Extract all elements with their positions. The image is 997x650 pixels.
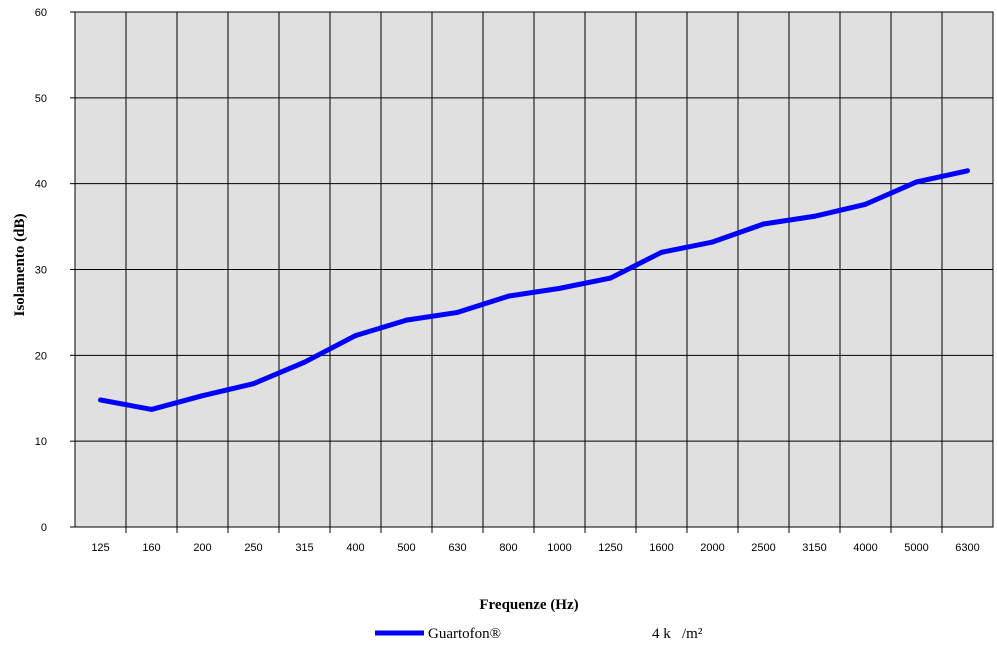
x-tick-label: 315 <box>295 542 313 554</box>
x-tick-label: 200 <box>193 542 211 554</box>
x-tick-label: 250 <box>244 542 262 554</box>
legend-series-name: Guartofon® <box>428 626 501 642</box>
x-tick-label: 125 <box>91 542 109 554</box>
y-tick-label: 10 <box>35 436 47 448</box>
data-point <box>98 397 103 403</box>
x-tick-label: 2000 <box>700 542 724 554</box>
x-tick-label: 160 <box>142 542 160 554</box>
y-tick-label: 40 <box>35 179 47 191</box>
data-point <box>506 293 511 299</box>
y-tick-label: 30 <box>35 265 47 277</box>
y-axis-title: Isolamento (dB) <box>12 214 28 317</box>
data-point <box>353 333 358 339</box>
y-tick-label: 50 <box>35 93 47 105</box>
y-tick-label: 60 <box>35 7 47 19</box>
horizontal-gridlines <box>75 97 993 442</box>
x-tick-label: 500 <box>397 542 415 554</box>
data-point <box>863 201 868 207</box>
x-tick-label: 3150 <box>802 542 826 554</box>
legend-series-extra: 4 k /m² <box>652 626 703 642</box>
vertical-gridlines <box>125 12 943 533</box>
data-point <box>812 213 817 219</box>
data-point <box>251 381 256 387</box>
x-axis-title: Frequenze (Hz) <box>479 597 578 613</box>
data-point <box>200 393 205 399</box>
legend: Guartofon® 4 k /m² <box>375 626 703 642</box>
data-point <box>965 168 970 174</box>
x-tick-label: 6300 <box>955 542 979 554</box>
x-tick-label: 4000 <box>853 542 877 554</box>
x-tick-label: 630 <box>448 542 466 554</box>
y-axis: 0 10 20 30 40 50 60 <box>35 7 75 534</box>
x-tick-label: 2500 <box>751 542 775 554</box>
data-point <box>557 285 562 291</box>
x-tick-label: 5000 <box>904 542 928 554</box>
data-point <box>455 309 460 315</box>
x-tick-label: 800 <box>499 542 517 554</box>
x-tick-label: 1000 <box>547 542 571 554</box>
data-point <box>659 249 664 255</box>
data-point <box>710 239 715 245</box>
data-point <box>608 275 613 281</box>
data-point <box>404 317 409 323</box>
series-points <box>98 168 970 412</box>
y-tick-label: 20 <box>35 350 47 362</box>
data-point <box>149 406 154 412</box>
data-point <box>761 221 766 227</box>
x-tick-label: 400 <box>346 542 364 554</box>
y-tick-label: 0 <box>41 522 47 534</box>
x-tick-label: 1600 <box>649 542 673 554</box>
series-line-guartofon <box>100 168 969 412</box>
data-point <box>302 359 307 365</box>
data-point <box>914 179 919 185</box>
x-axis: 125 160 200 250 315 400 500 630 800 1000 1250 1600 2… <box>91 542 979 554</box>
x-tick-label: 1250 <box>598 542 622 554</box>
